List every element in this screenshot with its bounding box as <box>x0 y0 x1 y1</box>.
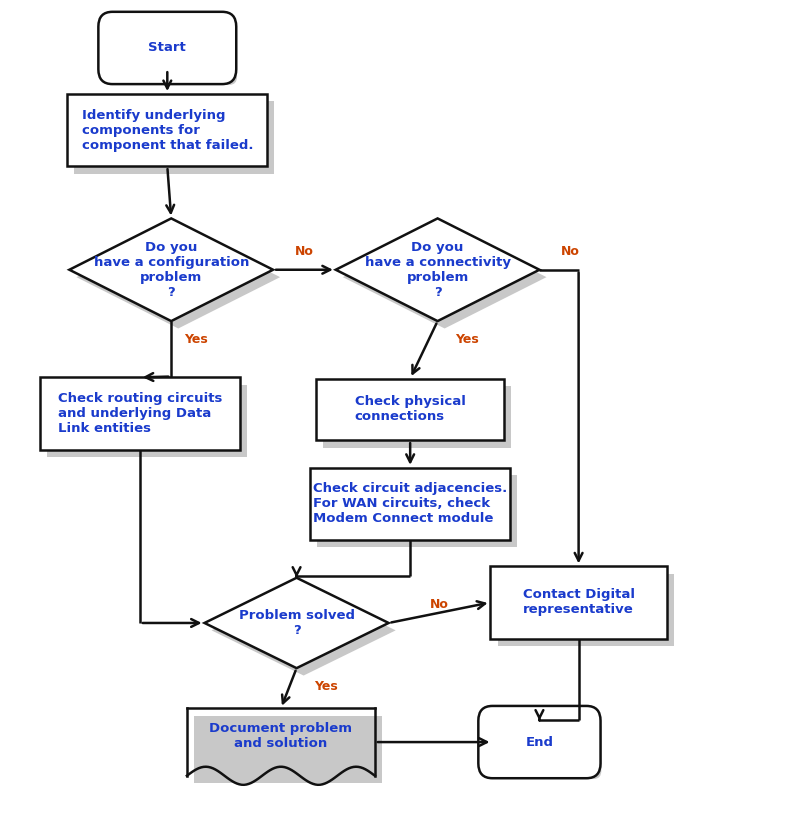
FancyBboxPatch shape <box>316 379 504 440</box>
Text: Check routing circuits
and underlying Data
Link entities: Check routing circuits and underlying Da… <box>58 392 222 435</box>
Text: Start: Start <box>148 41 186 55</box>
Polygon shape <box>69 218 273 321</box>
Text: Yes: Yes <box>455 332 479 346</box>
FancyBboxPatch shape <box>498 574 674 646</box>
FancyBboxPatch shape <box>492 719 601 779</box>
FancyBboxPatch shape <box>99 12 236 84</box>
Text: Yes: Yes <box>185 332 208 346</box>
FancyBboxPatch shape <box>491 566 667 638</box>
FancyBboxPatch shape <box>67 94 267 166</box>
Text: Check physical
connections: Check physical connections <box>355 395 466 423</box>
Text: Problem solved
?: Problem solved ? <box>238 609 354 637</box>
Polygon shape <box>342 226 547 328</box>
FancyBboxPatch shape <box>74 102 275 174</box>
FancyBboxPatch shape <box>317 475 517 547</box>
FancyBboxPatch shape <box>323 386 511 447</box>
Polygon shape <box>211 586 395 676</box>
Text: Do you
have a connectivity
problem
?: Do you have a connectivity problem ? <box>365 241 510 299</box>
FancyBboxPatch shape <box>194 716 382 783</box>
FancyBboxPatch shape <box>310 468 510 540</box>
Text: End: End <box>525 735 553 748</box>
Text: Do you
have a configuration
problem
?: Do you have a configuration problem ? <box>94 241 249 299</box>
Text: No: No <box>295 245 314 258</box>
Text: Identify underlying
components for
component that failed.: Identify underlying components for compo… <box>81 108 253 151</box>
FancyBboxPatch shape <box>478 706 600 778</box>
FancyBboxPatch shape <box>112 26 237 85</box>
FancyBboxPatch shape <box>47 385 247 457</box>
Text: Contact Digital
representative: Contact Digital representative <box>522 589 634 616</box>
Polygon shape <box>336 218 540 321</box>
Text: Check circuit adjacencies.
For WAN circuits, check
Modem Connect module: Check circuit adjacencies. For WAN circu… <box>313 482 507 525</box>
Text: No: No <box>561 245 580 258</box>
Polygon shape <box>204 578 389 668</box>
Polygon shape <box>77 226 280 328</box>
Text: Yes: Yes <box>315 680 338 693</box>
FancyBboxPatch shape <box>40 377 240 450</box>
Text: No: No <box>430 599 449 611</box>
Text: Document problem
and solution: Document problem and solution <box>209 721 353 749</box>
